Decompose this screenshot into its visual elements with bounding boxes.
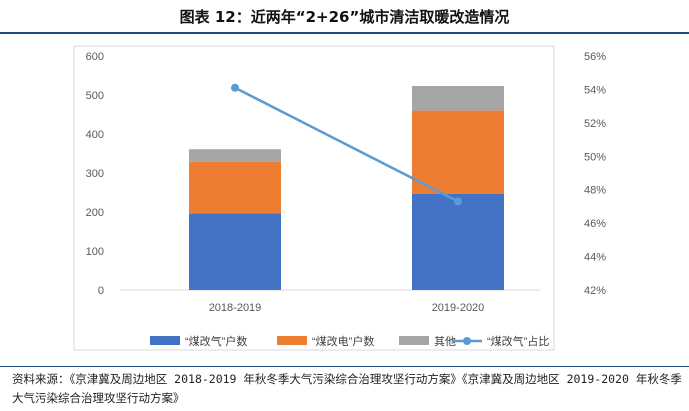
y-tick-label: 500 [86, 90, 104, 102]
y2-tick-label: 56% [584, 51, 606, 63]
y2-tick-label: 48% [584, 185, 606, 197]
y-tick-label: 100 [86, 246, 104, 258]
bar-segment [189, 213, 281, 290]
legend-label: “煤改电”户数 [312, 334, 374, 348]
legend-marker [463, 337, 471, 345]
chart-title: 图表 12：近两年“2+26”城市清洁取暖改造情况 [0, 0, 689, 34]
legend-swatch [277, 336, 307, 345]
line-point [231, 83, 239, 92]
bar-segment [412, 193, 504, 290]
chart-area: 0 100 200 300 400 500 600 42% 44% 46% 48% 50% 52% 54… [0, 34, 689, 364]
bar-segment [412, 86, 504, 111]
y-tick-label: 200 [86, 207, 104, 219]
line-point [454, 197, 462, 206]
bar-segment [412, 110, 504, 194]
legend-label: “煤改气”户数 [185, 334, 247, 348]
legend-label: 其他 [434, 335, 456, 348]
y2-tick-label: 54% [584, 84, 606, 96]
chart-svg: 0 100 200 300 400 500 600 42% 44% 46% 48% 50% 52% 54… [73, 45, 606, 351]
line-series [234, 86, 459, 203]
y2-tick-label: 46% [584, 218, 606, 230]
y-tick-label: 300 [86, 168, 104, 180]
bar-segment [189, 161, 281, 214]
y2-tick-label: 44% [584, 252, 606, 264]
y2-tick-label: 42% [584, 285, 606, 297]
legend-swatch [150, 336, 180, 345]
legend-label: “煤改气”占比 [487, 334, 549, 348]
x-tick-label: 2019-2020 [432, 302, 485, 314]
y-tick-label: 0 [98, 285, 104, 297]
bar-segment [189, 149, 281, 162]
y-tick-label: 400 [86, 129, 104, 141]
y-tick-label: 600 [86, 51, 104, 63]
x-tick-label: 2018-2019 [209, 302, 262, 314]
y2-tick-label: 50% [584, 151, 606, 163]
source-note: 资料来源：《京津冀及周边地区 2018-2019 年秋冬季大气污染综合治理攻坚行… [0, 366, 689, 411]
legend-swatch [399, 336, 429, 345]
plot-border [73, 45, 555, 351]
y2-tick-label: 52% [584, 118, 606, 130]
